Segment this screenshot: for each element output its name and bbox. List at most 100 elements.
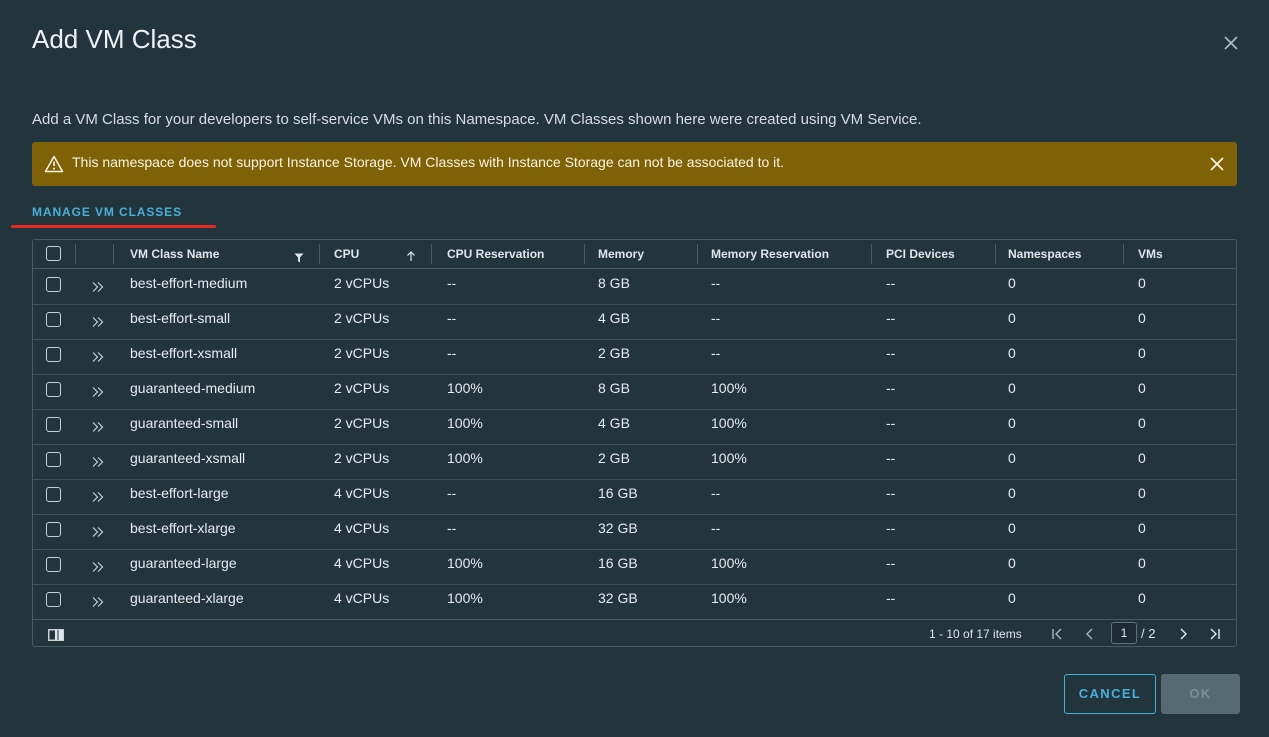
row-checkbox[interactable] <box>46 557 61 572</box>
cpu-reservation-cell: -- <box>447 520 457 536</box>
filter-icon[interactable] <box>294 250 304 263</box>
vms-cell: 0 <box>1138 450 1146 466</box>
last-page-icon[interactable] <box>1207 627 1221 641</box>
vm-class-name-cell: guaranteed-medium <box>130 380 256 396</box>
row-expand-icon[interactable] <box>91 560 105 572</box>
row-expand-icon[interactable] <box>91 490 105 502</box>
pci-devices-cell: -- <box>886 485 896 501</box>
row-expand-icon[interactable] <box>91 525 105 537</box>
memory-cell: 8 GB <box>598 380 630 396</box>
vm-class-name-cell: best-effort-medium <box>130 275 248 291</box>
namespaces-cell: 0 <box>1008 310 1016 326</box>
namespaces-cell: 0 <box>1008 380 1016 396</box>
row-expand-icon[interactable] <box>91 280 105 292</box>
memory-reservation-cell: -- <box>711 520 721 536</box>
row-checkbox[interactable] <box>46 452 61 467</box>
manage-vm-classes-link[interactable]: MANAGE VM CLASSES <box>32 205 182 219</box>
memory-cell: 8 GB <box>598 275 630 291</box>
column-header-vm-class-name[interactable]: VM Class Name <box>130 247 220 261</box>
cpu-cell: 2 vCPUs <box>334 380 390 396</box>
dialog-description: Add a VM Class for your developers to se… <box>32 111 922 128</box>
memory-reservation-cell: 100% <box>711 555 747 571</box>
select-all-checkbox[interactable] <box>46 246 61 261</box>
vms-cell: 0 <box>1138 485 1146 501</box>
memory-reservation-cell: -- <box>711 275 721 291</box>
row-checkbox[interactable] <box>46 522 61 537</box>
cpu-cell: 4 vCPUs <box>334 555 390 571</box>
memory-cell: 16 GB <box>598 485 638 501</box>
row-checkbox[interactable] <box>46 417 61 432</box>
vms-cell: 0 <box>1138 555 1146 571</box>
row-checkbox[interactable] <box>46 277 61 292</box>
sort-ascending-icon[interactable] <box>406 249 416 261</box>
pci-devices-cell: -- <box>886 275 896 291</box>
column-separator <box>871 244 872 264</box>
column-header-pci-devices[interactable]: PCI Devices <box>886 247 955 261</box>
namespaces-cell: 0 <box>1008 345 1016 361</box>
cpu-cell: 2 vCPUs <box>334 415 390 431</box>
page-number-input[interactable] <box>1111 622 1137 644</box>
namespaces-cell: 0 <box>1008 555 1016 571</box>
page-total: / 2 <box>1141 626 1156 641</box>
items-count: 1 - 10 of 17 items <box>929 627 1022 641</box>
pci-devices-cell: -- <box>886 555 896 571</box>
column-header-vms[interactable]: VMs <box>1138 247 1163 261</box>
alert-close-icon[interactable] <box>1208 155 1226 173</box>
cancel-button[interactable]: CANCEL <box>1064 674 1156 714</box>
memory-reservation-cell: 100% <box>711 450 747 466</box>
memory-cell: 4 GB <box>598 415 630 431</box>
column-separator <box>113 244 114 264</box>
table-row: best-effort-xsmall 2 vCPUs -- 2 GB -- -- 0 0 <box>33 339 1236 375</box>
next-page-icon[interactable] <box>1176 627 1190 641</box>
namespaces-cell: 0 <box>1008 275 1016 291</box>
pci-devices-cell: -- <box>886 380 896 396</box>
grid-header: VM Class Name CPU CPU Reservation Memory… <box>33 240 1236 269</box>
previous-page-icon[interactable] <box>1083 627 1097 641</box>
row-checkbox[interactable] <box>46 347 61 362</box>
close-icon[interactable] <box>1220 32 1242 54</box>
column-header-memory[interactable]: Memory <box>598 247 645 261</box>
row-checkbox[interactable] <box>46 487 61 502</box>
cpu-cell: 2 vCPUs <box>334 310 390 326</box>
row-expand-icon[interactable] <box>91 350 105 362</box>
memory-cell: 2 GB <box>598 450 630 466</box>
row-expand-icon[interactable] <box>91 315 105 327</box>
column-separator <box>584 244 585 264</box>
table-row: best-effort-large 4 vCPUs -- 16 GB -- -- 0 0 <box>33 479 1236 515</box>
column-header-cpu[interactable]: CPU <box>334 247 360 261</box>
cpu-reservation-cell: 100% <box>447 555 483 571</box>
row-expand-icon[interactable] <box>91 455 105 467</box>
column-header-memory-reservation[interactable]: Memory Reservation <box>711 247 830 261</box>
memory-reservation-cell: 100% <box>711 415 747 431</box>
vm-class-name-cell: guaranteed-xlarge <box>130 590 244 606</box>
pci-devices-cell: -- <box>886 310 896 326</box>
pci-devices-cell: -- <box>886 415 896 431</box>
vms-cell: 0 <box>1138 310 1146 326</box>
column-separator <box>431 244 432 264</box>
alert-message: This namespace does not support Instance… <box>72 154 785 170</box>
column-toggle-icon[interactable] <box>48 628 64 641</box>
column-header-cpu-reservation[interactable]: CPU Reservation <box>447 247 545 261</box>
vms-cell: 0 <box>1138 380 1146 396</box>
row-expand-icon[interactable] <box>91 595 105 607</box>
vm-class-name-cell: best-effort-xlarge <box>130 520 236 536</box>
row-checkbox[interactable] <box>46 592 61 607</box>
table-row: best-effort-xlarge 4 vCPUs -- 32 GB -- -- 0 0 <box>33 514 1236 550</box>
first-page-icon[interactable] <box>1051 627 1065 641</box>
row-checkbox[interactable] <box>46 312 61 327</box>
pci-devices-cell: -- <box>886 520 896 536</box>
highlight-underline <box>11 225 216 228</box>
vm-class-datagrid: VM Class Name CPU CPU Reservation Memory… <box>32 239 1237 647</box>
row-checkbox[interactable] <box>46 382 61 397</box>
row-expand-icon[interactable] <box>91 385 105 397</box>
cpu-reservation-cell: 100% <box>447 450 483 466</box>
memory-cell: 4 GB <box>598 310 630 326</box>
ok-button[interactable]: OK <box>1161 674 1240 714</box>
grid-footer: 1 - 10 of 17 items / 2 <box>33 619 1236 648</box>
memory-reservation-cell: -- <box>711 345 721 361</box>
memory-reservation-cell: -- <box>711 485 721 501</box>
row-expand-icon[interactable] <box>91 420 105 432</box>
column-header-namespaces[interactable]: Namespaces <box>1008 247 1082 261</box>
cpu-reservation-cell: 100% <box>447 380 483 396</box>
